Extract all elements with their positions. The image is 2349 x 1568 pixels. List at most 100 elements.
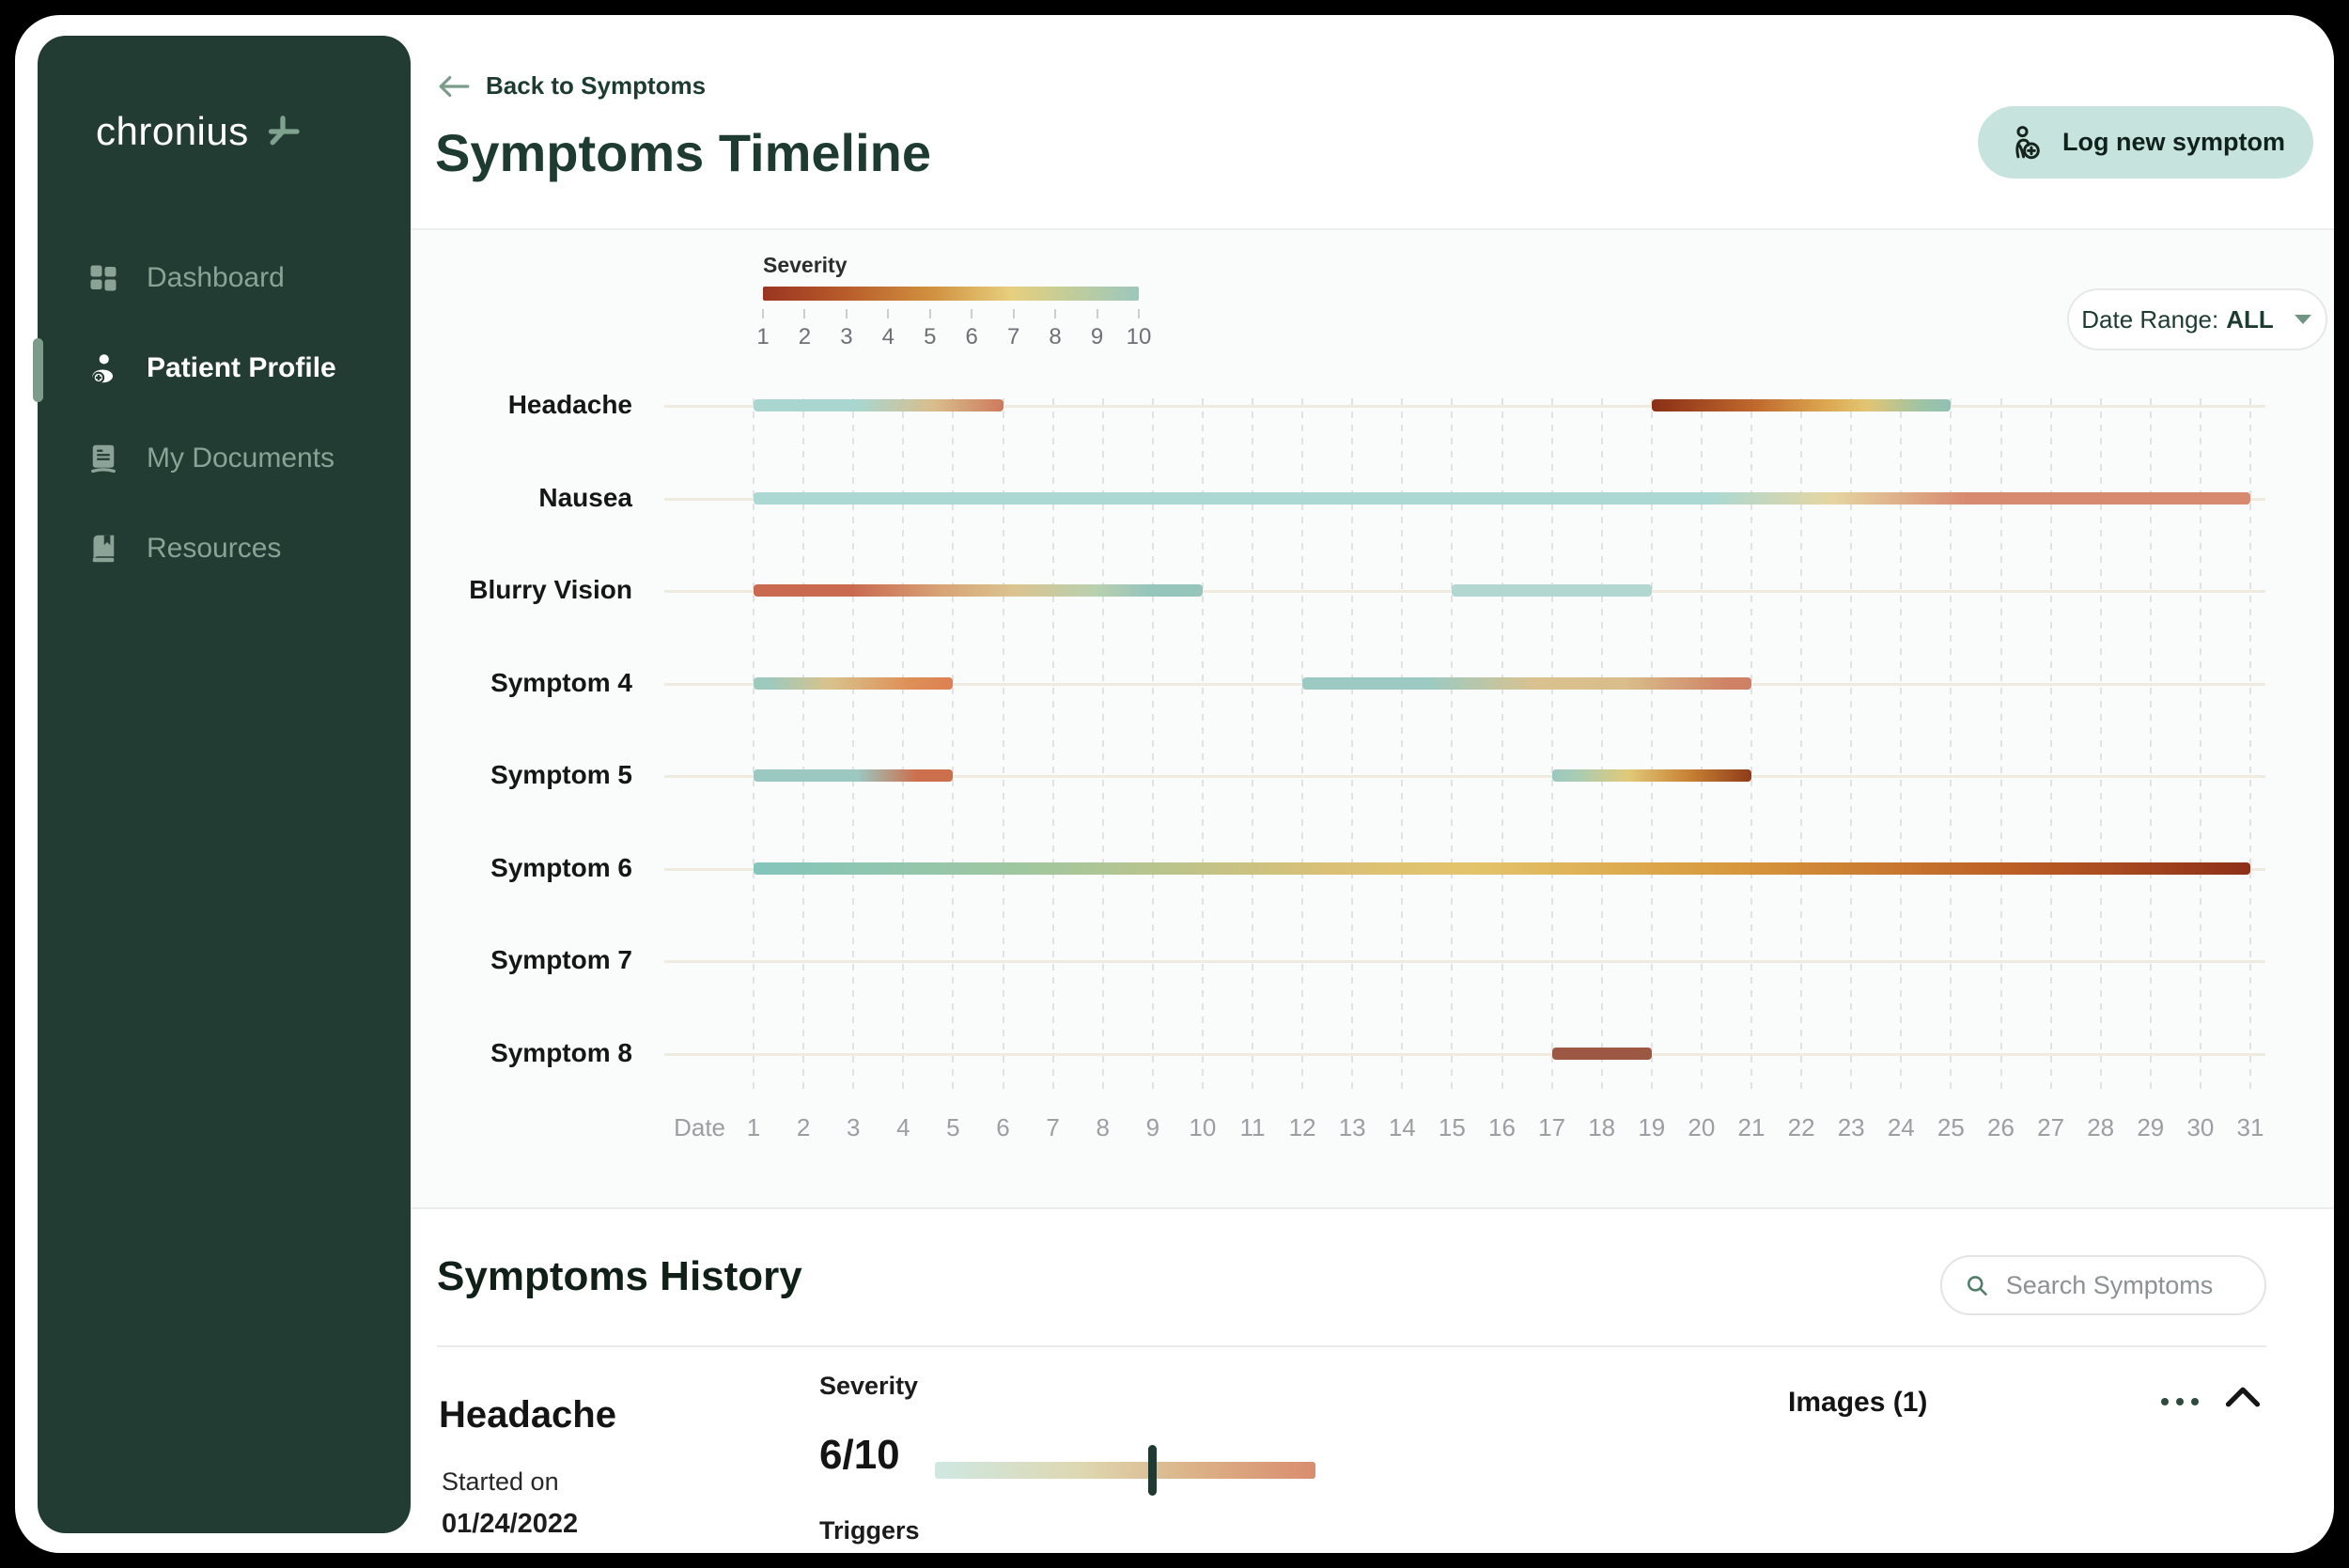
history-entry-name: Headache [439,1394,616,1436]
x-axis-day-label: 12 [1288,1113,1316,1141]
sidebar-item-my-documents[interactable]: My Documents [38,413,411,504]
person-add-icon [2015,125,2040,159]
x-axis-day-label: 26 [1987,1113,2015,1141]
symptom-severity-bar[interactable] [754,491,2250,505]
sidebar-item-patient-profile[interactable]: Patient Profile [38,323,411,413]
day-gridline [1850,398,1853,1092]
symptom-severity-bar[interactable] [754,769,954,782]
x-axis-day-label: 3 [846,1113,861,1141]
symptom-severity-bar[interactable] [1551,769,1751,782]
search-symptoms-input[interactable] [2003,1269,2242,1301]
day-gridline [1301,398,1304,1092]
day-gridline [1550,398,1553,1092]
sidebar: chronius Dashboard Patient Profile My Docu… [33,36,411,1533]
legend-tick-label: 3 [840,324,853,349]
day-gridline [1201,398,1204,1092]
sidebar-item-resources[interactable]: Resources [38,504,411,594]
search-icon [1967,1276,1987,1296]
severity-slider-marker[interactable] [1147,1445,1157,1496]
day-gridline [1401,398,1404,1092]
legend-tick-label: 2 [798,324,812,349]
symptom-severity-bar[interactable] [1551,1047,1652,1060]
symptom-severity-bar[interactable] [1302,676,1751,690]
severity-value: 6/10 [819,1432,900,1478]
x-axis-day-label: 22 [1787,1113,1815,1141]
day-gridline [1650,398,1653,1092]
day-gridline [1700,398,1703,1092]
x-axis-day-label: 8 [1096,1113,1110,1141]
day-gridline [902,398,905,1092]
legend-tick-label: 4 [881,324,894,349]
symptom-row-label: Headache [507,390,632,419]
day-gridline [1002,398,1004,1092]
triggers-label: Triggers [819,1516,920,1545]
day-gridline [1451,398,1454,1092]
severity-legend-gradient [763,287,1139,301]
x-axis-title: Date [674,1113,725,1141]
legend-tick-label: 7 [1006,324,1020,349]
symptom-severity-bar[interactable] [754,399,1003,411]
back-link-label: Back to Symptoms [486,71,707,100]
symptom-row-label: Nausea [538,482,632,512]
symptom-row-label: Symptom 6 [490,852,632,882]
log-button-label: Log new symptom [2061,128,2285,156]
log-new-symptom-button[interactable]: Log new symptom [1978,106,2313,179]
x-axis-day-label: 19 [1638,1113,1666,1141]
legend-tick [887,309,890,318]
x-axis-day-label: 5 [946,1113,960,1141]
x-axis-day-label: 29 [2137,1113,2165,1141]
history-entry-started-date: 01/24/2022 [442,1509,579,1539]
history-title: Symptoms History [437,1253,802,1299]
logo-text: chronius [96,109,249,153]
symptom-row-label: Symptom 4 [490,667,632,697]
sidebar-item-dashboard[interactable]: Dashboard [38,233,411,323]
symptom-severity-bar[interactable] [1651,399,1952,411]
day-gridline [2249,398,2251,1092]
day-gridline [1101,398,1104,1092]
day-gridline [852,398,855,1092]
severity-slider[interactable] [935,1445,1315,1496]
sidebar-nav: Dashboard Patient Profile My Documents Reso… [38,233,411,594]
symptom-severity-bar[interactable] [754,584,1203,597]
x-axis-day-label: 21 [1737,1113,1766,1141]
page-title: Symptoms Timeline [435,123,932,182]
legend-tick [1096,309,1098,318]
x-axis-day-label: 6 [996,1113,1010,1141]
day-gridline [753,398,754,1092]
legend-tick [1012,309,1015,318]
symptom-severity-bar[interactable] [754,676,954,690]
severity-label: Severity [819,1372,919,1400]
legend-tick-label: 8 [1049,324,1062,349]
app-logo: chronius [96,109,302,154]
back-link[interactable]: Back to Symptoms [437,71,706,101]
date-range-value: ALL [2226,304,2274,334]
x-axis-day-label: 17 [1538,1113,1566,1141]
collapse-entry-button[interactable] [2225,1385,2261,1414]
symptom-row-baseline [664,405,2265,408]
day-gridline [1501,398,1503,1092]
patient-icon [86,351,120,385]
legend-tick-label: 6 [965,324,978,349]
documents-icon [86,442,120,475]
symptom-row-label: Symptom 5 [490,760,632,789]
day-gridline [1600,398,1603,1092]
x-axis-day-label: 31 [2236,1113,2264,1141]
symptom-severity-bar[interactable] [1452,584,1652,597]
x-axis-day-label: 2 [796,1113,811,1141]
day-gridline [1950,398,1952,1092]
symptom-severity-bar[interactable] [754,862,2250,875]
day-gridline [1800,398,1803,1092]
day-gridline [1351,398,1354,1092]
x-axis-day-label: 4 [896,1113,910,1141]
symptom-row-label: Symptom 8 [490,1037,632,1067]
entry-menu-button[interactable] [2161,1398,2199,1405]
symptom-row-baseline [664,960,2265,963]
legend-tick [845,309,848,318]
day-gridline [1999,398,2002,1092]
legend-tick-label: 10 [1126,324,1152,349]
date-range-dropdown[interactable]: Date Range: ALL [2067,288,2327,350]
x-axis-day-label: 18 [1588,1113,1616,1141]
day-gridline [2149,398,2152,1092]
